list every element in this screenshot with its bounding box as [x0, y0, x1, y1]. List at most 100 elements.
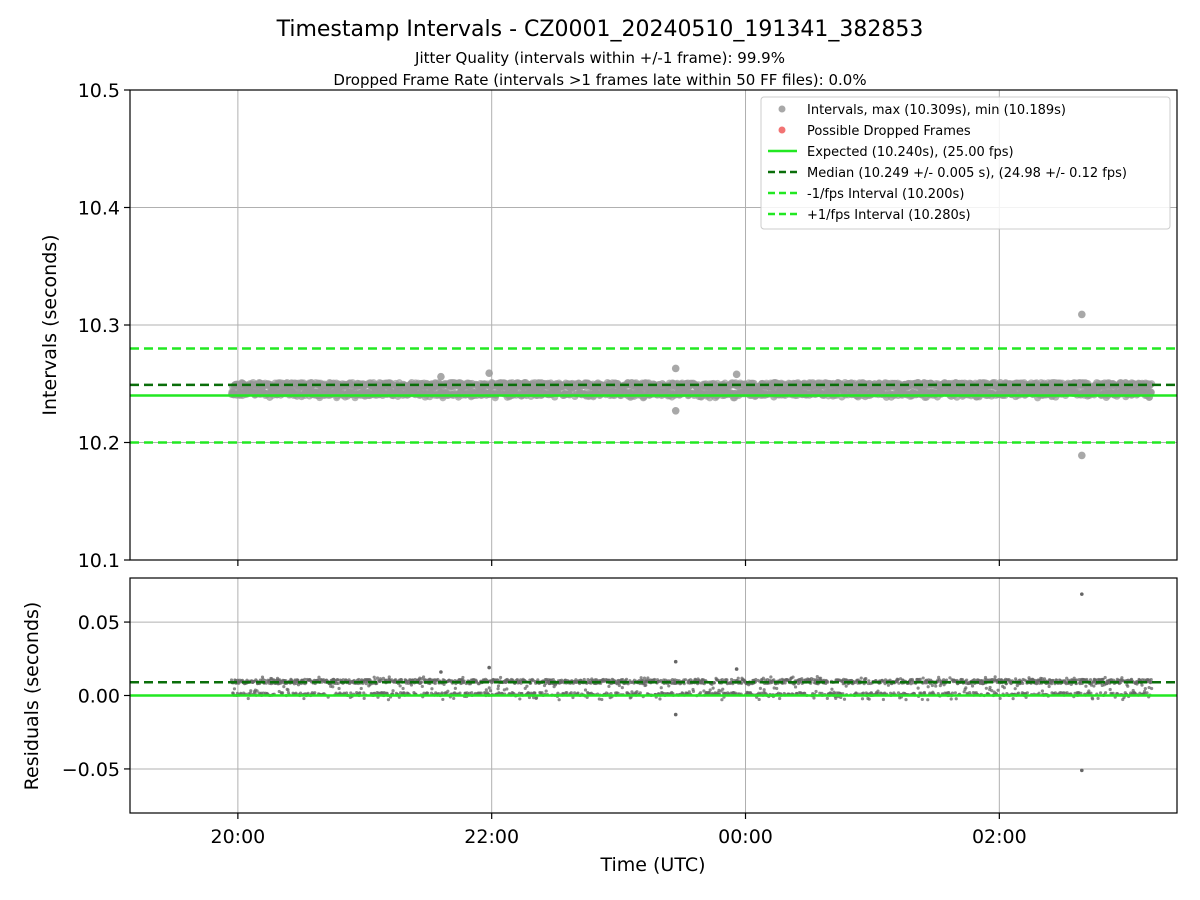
residual-point [420, 684, 424, 689]
residual-point [757, 697, 761, 702]
residuals-ytick-label: 0.05 [78, 612, 120, 634]
residual-point [1092, 684, 1096, 688]
residual-point [401, 686, 405, 691]
residual-point [484, 688, 488, 692]
residuals-panel: −0.050.000.05 20:00 22:00 00:00 02:00 Resid… [21, 577, 1178, 876]
residual-point [1098, 691, 1103, 695]
residual-point [441, 697, 445, 702]
residual-point [1149, 680, 1153, 684]
residual-point [583, 688, 588, 692]
residual-point [557, 698, 561, 702]
residual-outlier-point [487, 665, 491, 670]
residuals-y-axis-label: Residuals (seconds) [21, 602, 43, 791]
residual-point [988, 685, 992, 690]
interval-outlier-point [485, 369, 493, 377]
residual-point [998, 696, 1002, 701]
residual-point [372, 675, 376, 679]
residual-point [461, 675, 465, 680]
intervals-ytick-label: 10.1 [78, 550, 120, 572]
legend-marker-dot [778, 126, 786, 134]
residual-point [642, 676, 647, 680]
residual-point [479, 691, 483, 695]
residual-point [624, 677, 629, 682]
residual-point [313, 691, 317, 695]
residual-point [926, 698, 930, 702]
interval-outlier-point [671, 364, 680, 373]
residual-point [926, 685, 930, 689]
residual-point [683, 678, 688, 682]
residual-point [1088, 678, 1093, 682]
residual-point [965, 678, 969, 682]
intervals-y-axis-label: Intervals (seconds) [39, 234, 61, 415]
residual-point [440, 691, 444, 695]
residual-point [708, 688, 712, 692]
interval-outlier-point [1078, 310, 1086, 319]
x-axis-label: Time (UTC) [599, 854, 705, 876]
residual-point [620, 686, 624, 690]
residual-point [791, 675, 795, 679]
residual-point [934, 684, 938, 688]
residual-point [302, 696, 306, 701]
legend-label: Expected (10.240s), (25.00 fps) [807, 145, 1014, 160]
residual-point [918, 677, 922, 682]
residual-point [1108, 687, 1112, 692]
intervals-reference-lines [130, 347, 1177, 444]
residual-point [886, 683, 891, 687]
intervals-ytick-label: 10.4 [78, 198, 120, 220]
residual-point [540, 691, 544, 695]
chart-subtitle-dropped: Dropped Frame Rate (intervals >1 frames … [333, 71, 866, 89]
residual-point [359, 686, 363, 691]
residual-point [409, 683, 414, 687]
residual-outlier-point [673, 712, 678, 717]
residuals-x-axis: 20:00 22:00 00:00 02:00 [210, 813, 1027, 848]
residual-point [1013, 687, 1017, 691]
residual-point [505, 687, 509, 691]
residual-point [1025, 691, 1029, 695]
residual-point [867, 697, 871, 701]
interval-outlier-point [437, 372, 445, 381]
residual-point [826, 680, 830, 684]
residual-point [1047, 684, 1051, 689]
residual-point [453, 686, 457, 690]
legend-label: -1/fps Interval (10.200s) [807, 187, 964, 202]
residual-point [842, 697, 847, 701]
residual-point [814, 689, 818, 694]
residual-point [337, 686, 341, 691]
residual-point [248, 691, 252, 695]
residual-point [1016, 691, 1021, 695]
residual-outlier-point [1080, 768, 1084, 773]
residual-point [518, 697, 522, 701]
residual-point [960, 677, 965, 682]
residual-point [859, 676, 863, 680]
legend-label: Median (10.249 +/- 0.005 s), (24.98 +/- … [807, 166, 1127, 181]
intervals-panel: 10.110.210.310.410.5 Intervals (seconds)… [39, 80, 1178, 572]
residual-point [430, 687, 434, 691]
residual-point [496, 684, 501, 688]
residual-point [280, 691, 285, 695]
residual-point [303, 677, 307, 682]
residual-point [769, 675, 773, 679]
residual-point [1021, 681, 1025, 685]
chart-legend: Intervals, max (10.309s), min (10.189s)P… [760, 96, 1171, 230]
interval-outlier-point [671, 406, 680, 415]
residual-point [825, 696, 829, 700]
residual-point [954, 697, 958, 701]
residual-point [953, 691, 957, 695]
residual-point [812, 696, 816, 700]
chart-subtitle-jitter: Jitter Quality (intervals within +/-1 fr… [414, 49, 785, 67]
residual-point [462, 679, 466, 683]
residual-point [659, 686, 663, 690]
residual-outlier-point [439, 670, 443, 674]
intervals-ytick-label: 10.5 [78, 80, 120, 102]
residual-point [720, 698, 724, 702]
x-tick-label: 02:00 [972, 826, 1027, 848]
residual-point [904, 698, 908, 702]
intervals-x-ticks [237, 560, 1000, 566]
residual-point [1103, 691, 1108, 695]
residual-point [533, 691, 537, 695]
residual-point [1084, 684, 1088, 688]
residual-point [691, 689, 696, 693]
residual-outlier-point [734, 667, 739, 671]
residual-point [487, 686, 491, 690]
residual-point [246, 696, 250, 701]
